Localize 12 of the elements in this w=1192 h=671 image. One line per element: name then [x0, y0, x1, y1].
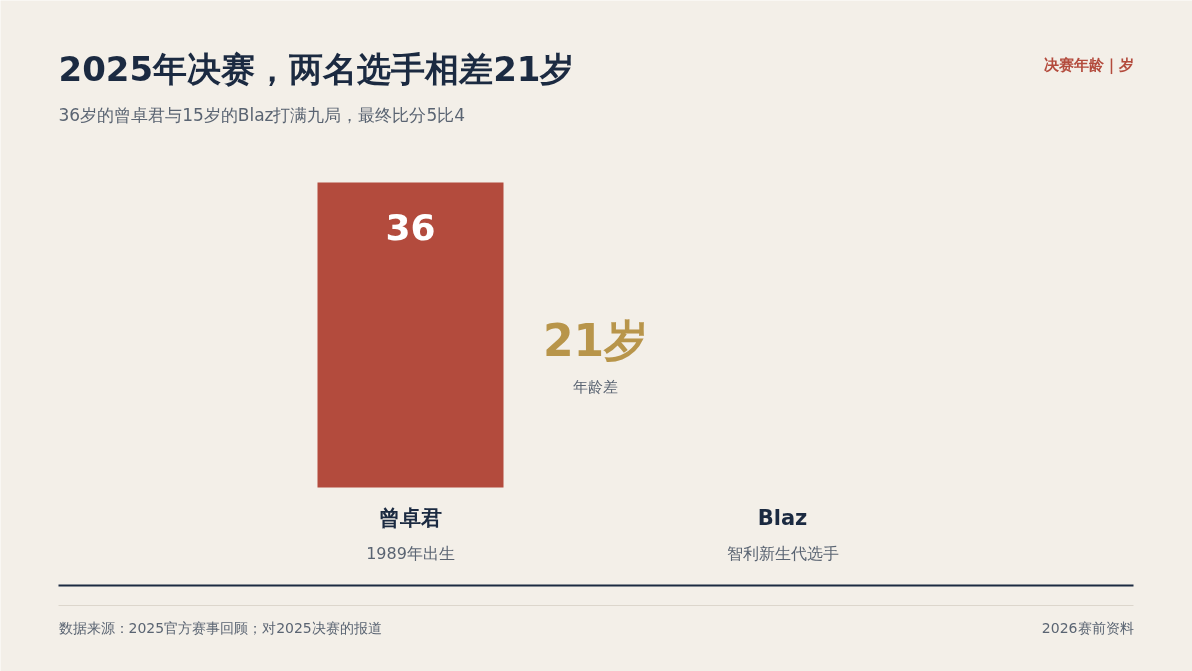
text: 1989年出生 — [366, 544, 455, 563]
text: 决赛年龄｜岁 — [1043, 55, 1134, 75]
source-note: 数据来源：2025官方赛事回顾；对2025决赛的报道 — [58, 619, 382, 636]
x-tick-label: 曾卓君 — [379, 505, 442, 530]
text: 2026赛前资料 — [1041, 619, 1134, 636]
text: 智利新生代选手 — [726, 544, 839, 563]
annotation: 21岁 — [542, 315, 649, 366]
x-tick-label: Blaz — [757, 505, 808, 530]
annotation: 年龄差 — [573, 377, 618, 396]
data-label: 36 — [385, 206, 436, 248]
chart-subtitle: 36岁的曾卓君与15岁的Blaz打满九局，最终比分5比4 — [58, 104, 466, 125]
chart-title: 2025年决赛，两名选手相差21岁 — [58, 48, 575, 89]
